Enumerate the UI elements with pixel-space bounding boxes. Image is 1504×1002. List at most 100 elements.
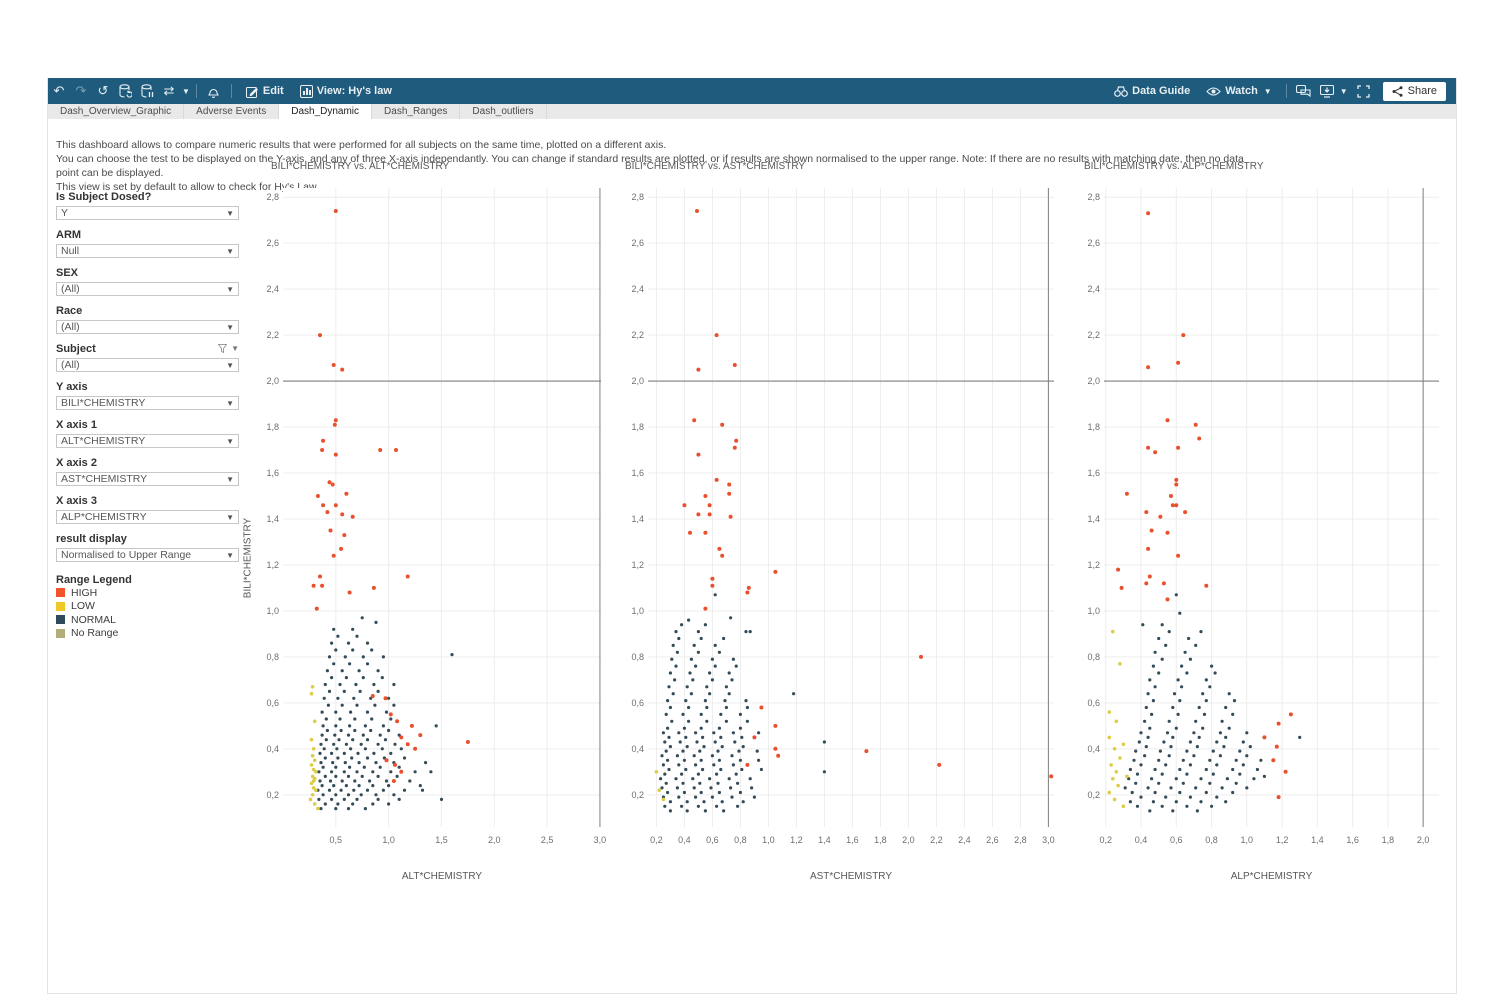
redo-icon[interactable]: ↷ <box>75 83 87 98</box>
view-selector-label: View: Hy's law <box>316 85 392 97</box>
legend-item-no-range[interactable]: No Range <box>56 627 239 641</box>
caret-down-icon: ▼ <box>226 284 234 294</box>
y-tick-label: 0,4 <box>631 743 644 754</box>
x-tick-label: 2,2 <box>930 835 943 845</box>
y-tick-label: 1,4 <box>631 513 644 524</box>
chevron-down-icon[interactable]: ▼ <box>231 344 239 353</box>
tab-dash-overview-graphic[interactable]: Dash_Overview_Graphic <box>48 104 185 119</box>
description-line: This view is set by default to allow to … <box>56 181 319 193</box>
plot-area[interactable] <box>648 188 1054 827</box>
filter-label: Y axis <box>56 380 88 393</box>
share-button[interactable]: Share <box>1382 81 1446 101</box>
funnel-icon[interactable] <box>218 344 228 353</box>
filter-dropdown-value: ALT*CHEMISTRY <box>61 435 146 447</box>
chart-title: BILI*CHEMISTRY vs. AST*CHEMISTRY <box>625 161 806 172</box>
x-axis-title: ALT*CHEMISTRY <box>401 871 483 882</box>
tab-dash-ranges[interactable]: Dash_Ranges <box>372 104 461 119</box>
toolbar-right: Data Guide Watch ▼ ▼ <box>1106 78 1456 104</box>
caret-down-icon: ▼ <box>226 436 234 446</box>
x-tick-label: 2,0 <box>902 835 915 845</box>
filter-dropdown[interactable]: Normalised to Upper Range ▼ <box>56 548 239 562</box>
filter-label: X axis 2 <box>56 456 97 469</box>
chevron-down-icon[interactable]: ▼ <box>182 86 190 96</box>
filter-dropdown-value: Null <box>61 245 80 257</box>
series-normal <box>316 616 454 811</box>
comments-icon[interactable] <box>1293 78 1315 104</box>
tableau-window: ↶ ↷ ↺ ⇄ ▼ Edit View: Hy's law Data <box>47 78 1457 994</box>
y-tick-label: 1,8 <box>631 422 644 433</box>
x-axis-title: AST*CHEMISTRY <box>809 871 893 882</box>
y-tick-label: 1,8 <box>1087 422 1100 433</box>
fullscreen-icon[interactable] <box>1353 78 1375 104</box>
filter-dropdown[interactable]: (All) ▼ <box>56 320 239 334</box>
filter-x-axis-1: X axis 1 ALT*CHEMISTRY ▼ <box>56 418 239 448</box>
dashboard-description: This dashboard allows to compare numeric… <box>56 138 1256 194</box>
y-tick-label: 0,8 <box>1087 651 1100 662</box>
filter-x-axis-2: X axis 2 AST*CHEMISTRY ▼ <box>56 456 239 486</box>
filter-y-axis: Y axis BILI*CHEMISTRY ▼ <box>56 380 239 410</box>
legend-swatch <box>56 588 65 598</box>
description-line: You can choose the test to be displayed … <box>56 153 1244 179</box>
filter-dropdown[interactable]: AST*CHEMISTRY ▼ <box>56 472 239 486</box>
y-tick-label: 0,4 <box>1087 743 1100 754</box>
x-tick-label: 1,8 <box>874 835 887 845</box>
x-tick-label: 1,0 <box>382 835 395 845</box>
filter-dropdown[interactable]: ALP*CHEMISTRY ▼ <box>56 510 239 524</box>
range-legend: Range Legend HIGH LOW NORMAL No Range <box>56 574 239 640</box>
x-tick-label: 1,4 <box>818 835 831 845</box>
series-low <box>1107 629 1129 809</box>
x-tick-label: 1,2 <box>790 835 803 845</box>
edit-button[interactable]: Edit <box>238 78 292 104</box>
view-selector[interactable]: View: Hy's law <box>292 78 400 104</box>
pause-auto-updates-icon[interactable] <box>136 78 158 104</box>
y-tick-label: 0,2 <box>266 789 279 800</box>
auto-update-icon[interactable]: ⇄ <box>163 83 175 98</box>
filter-is-subject-dosed-: Is Subject Dosed? Y ▼ <box>56 190 239 220</box>
x-tick-label: 1,0 <box>1240 835 1254 845</box>
filter-dropdown[interactable]: Null ▼ <box>56 244 239 258</box>
y-tick-label: 0,6 <box>1087 697 1100 708</box>
legend-label: HIGH <box>71 586 98 599</box>
filter-dropdown[interactable]: Y ▼ <box>56 206 239 220</box>
filter-label: result display <box>56 532 127 545</box>
x-tick-label: 0,6 <box>706 835 719 845</box>
binoculars-icon <box>1114 85 1129 98</box>
filter-dropdown-value: (All) <box>61 283 80 295</box>
tab-dash-dynamic[interactable]: Dash_Dynamic <box>279 104 373 119</box>
series-high <box>682 209 1054 779</box>
plot-area[interactable] <box>1104 188 1439 827</box>
plot-area[interactable] <box>283 188 601 827</box>
download-button[interactable]: ▼ <box>1315 78 1353 104</box>
data-guide-label: Data Guide <box>1132 85 1191 97</box>
chart-title: BILI*CHEMISTRY vs. ALT*CHEMISTRY <box>271 161 450 172</box>
x-tick-label: 1,6 <box>846 835 859 845</box>
y-tick-label: 2,0 <box>266 376 279 387</box>
watch-button[interactable]: Watch ▼ <box>1198 78 1280 104</box>
refresh-data-source-icon[interactable] <box>114 78 136 104</box>
legend-item-low[interactable]: LOW <box>56 600 239 614</box>
legend-label: LOW <box>71 600 95 613</box>
x-tick-label: 2,0 <box>488 835 501 845</box>
legend-item-high[interactable]: HIGH <box>56 586 239 600</box>
tab-adverse-events[interactable]: Adverse Events <box>184 104 280 119</box>
legend-label: No Range <box>71 627 119 640</box>
y-tick-label: 1,0 <box>1087 605 1100 616</box>
watch-label: Watch <box>1225 85 1258 97</box>
legend-label: NORMAL <box>71 613 116 626</box>
x-tick-label: 1,8 <box>1381 835 1395 845</box>
revert-icon[interactable]: ↺ <box>97 83 109 98</box>
data-guide-button[interactable]: Data Guide <box>1106 78 1198 104</box>
tab-dash-outliers[interactable]: Dash_outliers <box>460 104 547 119</box>
series-normal <box>1123 593 1302 813</box>
y-tick-label: 2,0 <box>1087 376 1100 387</box>
filter-dropdown[interactable]: BILI*CHEMISTRY ▼ <box>56 396 239 410</box>
x-tick-label: 1,2 <box>1275 835 1289 845</box>
filter-label: Is Subject Dosed? <box>56 190 152 203</box>
legend-item-normal[interactable]: NORMAL <box>56 613 239 627</box>
filter-dropdown[interactable]: (All) ▼ <box>56 282 239 296</box>
range-legend-title: Range Legend <box>56 574 132 586</box>
filter-dropdown[interactable]: (All) ▼ <box>56 358 239 372</box>
undo-icon[interactable]: ↶ <box>53 83 65 98</box>
filter-dropdown[interactable]: ALT*CHEMISTRY ▼ <box>56 434 239 448</box>
notifications-icon[interactable] <box>203 78 225 104</box>
